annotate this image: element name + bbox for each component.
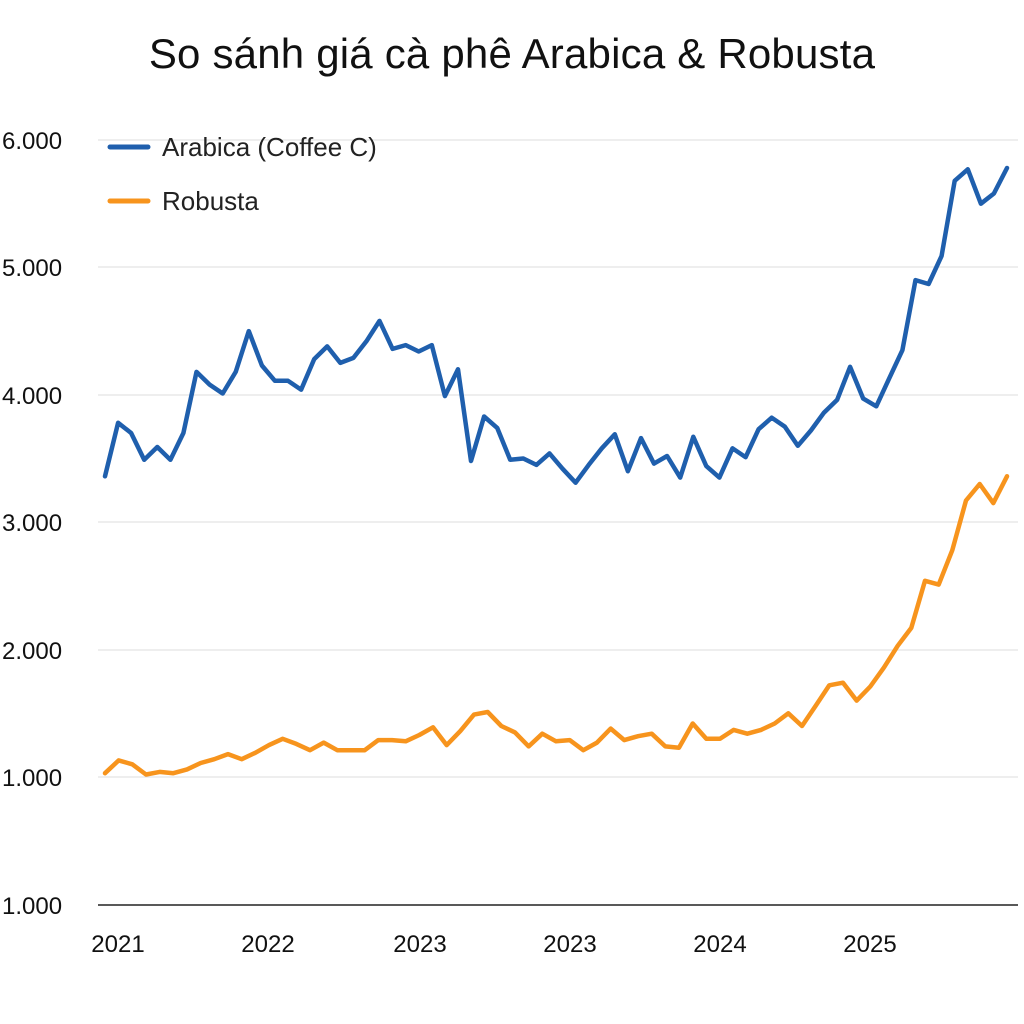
legend-label: Arabica (Coffee C) [162,132,377,162]
x-tick-label: 2025 [843,931,896,958]
x-tick-label: 2023 [393,931,446,958]
y-tick-label: 1.000 [2,893,62,920]
x-tick-label: 2024 [693,931,746,958]
x-tick-label: 2022 [241,931,294,958]
y-tick-label: 5.000 [2,255,62,282]
legend: Arabica (Coffee C) Robusta [107,132,377,216]
chart-title: So sánh giá cà phê Arabica & Robusta [148,30,876,77]
y-tick-label: 1.000 [2,765,62,792]
x-tick-label: 2021 [91,931,144,958]
y-tick-label: 4.000 [2,383,62,410]
gridlines [98,139,1018,906]
y-axis-ticks: 1.000 1.000 2.000 3.000 4.000 5.000 6.000 [2,128,62,920]
y-tick-label: 6.000 [2,128,62,155]
series-lines [102,165,1010,777]
x-axis-ticks: 2021 2022 2023 2023 2024 2025 [91,931,896,958]
legend-label: Robusta [162,186,259,216]
y-tick-label: 2.000 [2,638,62,665]
y-tick-label: 3.000 [2,510,62,537]
series-line-arabica [102,165,1010,485]
series-line-robusta [102,474,1010,777]
x-tick-label: 2023 [543,931,596,958]
